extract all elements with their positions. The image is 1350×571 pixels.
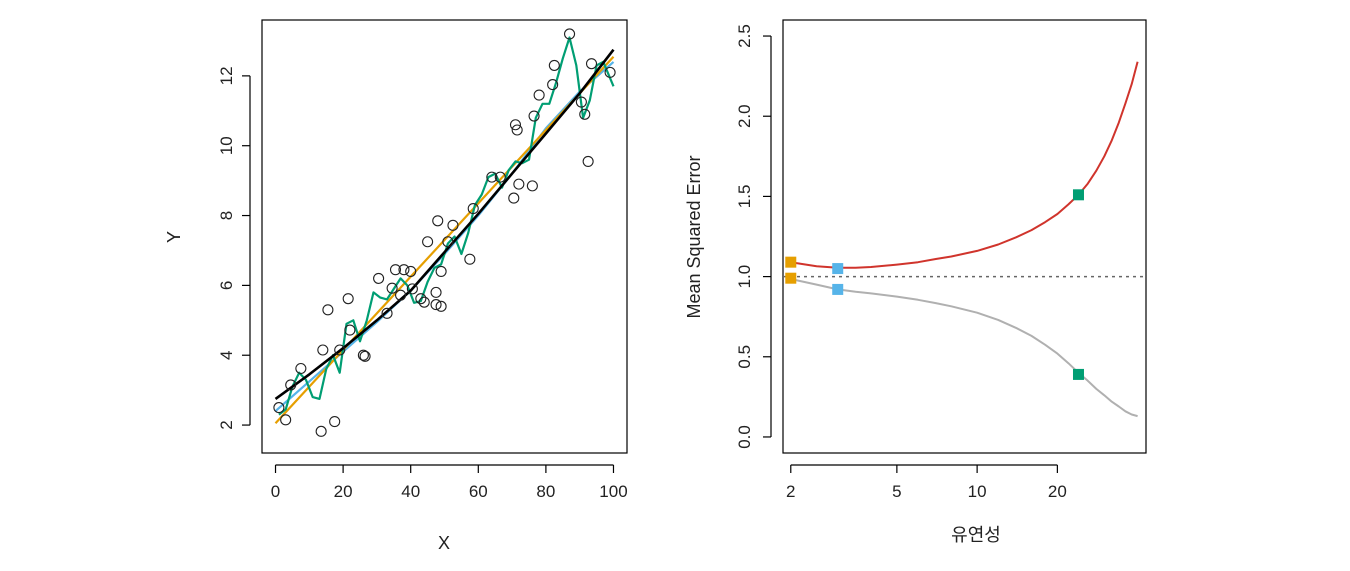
- scatter-point: [373, 272, 385, 284]
- scatter-point: [513, 178, 525, 190]
- marker-linear-test: [785, 256, 797, 268]
- scatter-point: [395, 289, 407, 301]
- scatter-point: [430, 299, 442, 311]
- left-x-tick-label: 60: [469, 482, 488, 501]
- marker-smooth-train: [832, 283, 844, 295]
- marker-wiggly-test: [1072, 189, 1084, 201]
- scatter-point: [295, 362, 307, 375]
- left-series-group: [274, 36, 615, 425]
- right-y-tick-label: 2.0: [735, 104, 754, 128]
- scatter-point: [508, 192, 520, 204]
- scatter-point: [548, 59, 560, 71]
- left-series-orange: [274, 55, 615, 425]
- right-series-group: [790, 61, 1139, 418]
- left-x-tick-label: 0: [271, 482, 280, 501]
- scatter-point: [386, 282, 398, 294]
- right-y-tick-label: 0.0: [735, 425, 754, 449]
- left-y-tick-label: 10: [217, 136, 236, 155]
- scatter-point: [406, 283, 418, 295]
- scatter-point: [389, 264, 402, 276]
- right-x-axis: 2 5 10 20: [786, 464, 1067, 501]
- scatter-point: [285, 379, 297, 391]
- scatter-point: [467, 203, 479, 215]
- scatter-point: [526, 180, 538, 192]
- scatter-point: [418, 296, 430, 308]
- scatter-point: [357, 349, 369, 361]
- scatter-point: [422, 236, 434, 248]
- right-x-tick-label: 5: [892, 482, 901, 501]
- right-x-tick-label: 10: [968, 482, 987, 501]
- scatter-point: [563, 28, 576, 40]
- scatter-point: [342, 293, 354, 305]
- scatter-point: [509, 119, 522, 131]
- scatter-point: [579, 108, 591, 120]
- right-y-tick-label: 0.5: [735, 345, 754, 369]
- right-y-tick-label: 1.5: [735, 185, 754, 209]
- right-series-red: [790, 61, 1139, 269]
- scatter-point: [494, 171, 506, 183]
- left-plot-frame: [261, 19, 628, 454]
- left-x-tick-label: 40: [401, 482, 420, 501]
- right-mse-panel: 2 5 10 20 0.0 0.5 1.0 1.5 2.0 2.5 유연성 Mean Squar…: [684, 19, 1147, 546]
- left-y-tick-label: 6: [217, 281, 236, 290]
- left-x-axis: 0 20 40 60 80 100: [271, 464, 628, 501]
- left-x-tick-label: 80: [536, 482, 555, 501]
- right-y-axis-title: Mean Squared Error: [684, 155, 704, 318]
- left-series-black: [274, 48, 615, 400]
- scatter-point: [528, 110, 540, 122]
- right-plot-frame: [782, 19, 1147, 454]
- scatter-point: [447, 219, 459, 231]
- right-x-tick-label: 2: [786, 482, 795, 501]
- scatter-point: [547, 79, 559, 91]
- scatter-point: [435, 265, 447, 277]
- right-x-axis-title: 유연성: [951, 525, 1001, 546]
- left-y-axis-title: Y: [164, 231, 184, 243]
- scatter-point: [415, 293, 427, 305]
- left-scatter-panel: 0 20 40 60 80 100 2 4 6 8 10 12 X Y: [164, 19, 628, 553]
- scatter-point: [432, 215, 444, 227]
- scatter-point: [405, 265, 417, 277]
- right-y-tick-label: 1.0: [735, 265, 754, 289]
- scatter-point: [344, 324, 356, 336]
- right-y-axis: 0.0 0.5 1.0 1.5 2.0 2.5: [735, 24, 772, 449]
- right-x-tick-label: 20: [1048, 482, 1067, 501]
- scatter-point: [430, 286, 442, 298]
- left-points-group: [273, 28, 616, 437]
- scatter-point: [533, 89, 545, 101]
- right-y-tick-label: 2.5: [735, 24, 754, 48]
- scatter-point: [359, 350, 371, 362]
- marker-linear-train: [785, 272, 797, 284]
- scatter-point: [582, 155, 594, 167]
- scatter-point: [585, 58, 598, 70]
- left-y-tick-label: 8: [217, 211, 236, 220]
- scatter-point: [486, 171, 498, 183]
- left-x-tick-label: 20: [334, 482, 353, 501]
- left-y-tick-label: 4: [217, 350, 236, 359]
- left-y-tick-label: 2: [217, 420, 236, 429]
- scatter-point: [511, 124, 523, 136]
- scatter-point: [329, 416, 341, 428]
- scatter-point: [604, 66, 616, 78]
- scatter-point: [334, 344, 346, 356]
- scatter-point: [398, 264, 410, 276]
- right-markers-group: [785, 189, 1084, 380]
- left-y-axis: 2 4 6 8 10 12: [217, 66, 251, 430]
- scatter-point: [315, 425, 327, 437]
- scatter-point: [442, 236, 454, 248]
- scatter-point: [322, 304, 334, 316]
- scatter-point: [317, 344, 329, 356]
- left-x-axis-title: X: [438, 533, 450, 553]
- scatter-point: [464, 253, 476, 265]
- marker-smooth-test: [832, 263, 844, 275]
- scatter-point: [381, 307, 393, 319]
- scatter-point: [575, 96, 587, 108]
- scatter-point: [280, 414, 292, 426]
- right-series-gray: [790, 278, 1138, 418]
- marker-wiggly-train: [1072, 368, 1084, 380]
- scatter-point: [435, 300, 447, 312]
- left-y-tick-label: 12: [217, 66, 236, 85]
- left-x-tick-label: 100: [599, 482, 627, 501]
- scatter-point: [273, 402, 285, 414]
